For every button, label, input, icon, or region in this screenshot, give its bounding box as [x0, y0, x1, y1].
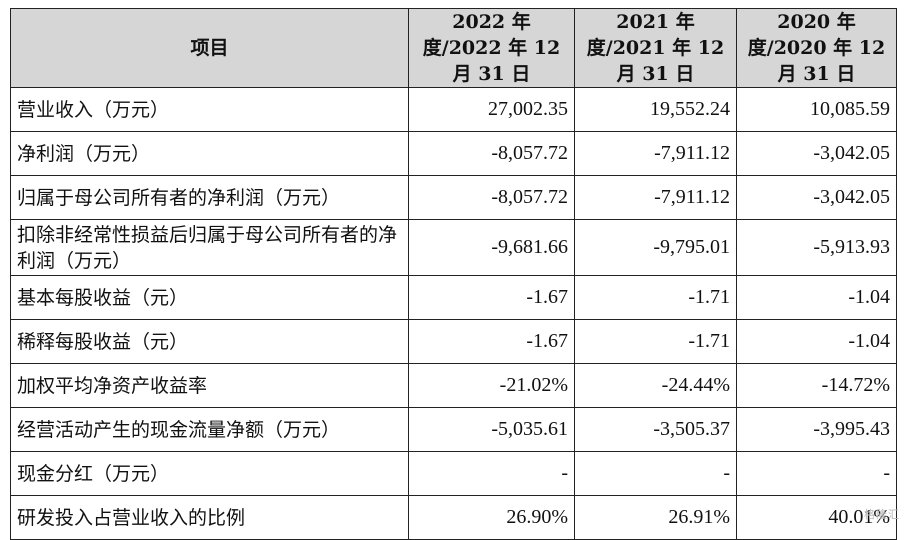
cell-2022: -8,057.72: [408, 175, 575, 220]
header-2022: 2022 年度/2022 年 12 月 31 日: [408, 8, 575, 88]
cell-2021: -3,505.37: [574, 407, 737, 452]
cell-2021: -9,795.01: [574, 219, 737, 276]
row-label: 扣除非经常性损益后归属于母公司所有者的净利润（万元）: [10, 219, 409, 276]
cell-2020: 10,085.59: [736, 87, 897, 132]
cell-2022: -21.02%: [408, 363, 575, 408]
cell-2021: 26.91%: [574, 495, 737, 540]
cell-2020: -14.72%: [736, 363, 897, 408]
table-row: 扣除非经常性损益后归属于母公司所有者的净利润（万元） -9,681.66 -9,…: [10, 219, 897, 276]
cell-2022: -: [408, 451, 575, 496]
row-label: 净利润（万元）: [10, 131, 409, 176]
header-2020: 2020 年度/2020 年 12 月 31 日: [736, 8, 897, 88]
row-label: 加权平均净资产收益率: [10, 363, 409, 408]
cell-2022: 27,002.35: [408, 87, 575, 132]
cell-2021: 19,552.24: [574, 87, 737, 132]
cell-2021: -7,911.12: [574, 131, 737, 176]
cell-2022: -8,057.72: [408, 131, 575, 176]
cell-2022: -1.67: [408, 319, 575, 364]
cell-2020: -: [736, 451, 897, 496]
cell-2021: -1.71: [574, 275, 737, 320]
watermark: 格隆汇: [864, 508, 900, 521]
table-row: 基本每股收益（元） -1.67 -1.71 -1.04: [10, 275, 897, 320]
cell-2020: -1.04: [736, 275, 897, 320]
table-row: 研发投入占营业收入的比例 26.90% 26.91% 40.01%: [10, 495, 897, 540]
cell-2020: -3,995.43: [736, 407, 897, 452]
cell-2022: -9,681.66: [408, 219, 575, 276]
financial-summary-table: 项目 2022 年度/2022 年 12 月 31 日 2021 年度/2021…: [10, 8, 897, 540]
row-label: 稀释每股收益（元）: [10, 319, 409, 364]
table-row: 加权平均净资产收益率 -21.02% -24.44% -14.72%: [10, 363, 897, 408]
table-row: 营业收入（万元） 27,002.35 19,552.24 10,085.59: [10, 87, 897, 132]
row-label: 营业收入（万元）: [10, 87, 409, 132]
header-2021: 2021 年度/2021 年 12 月 31 日: [574, 8, 737, 88]
cell-2021: -24.44%: [574, 363, 737, 408]
cell-2020: -5,913.93: [736, 219, 897, 276]
cell-2022: -5,035.61: [408, 407, 575, 452]
table-header-row: 项目 2022 年度/2022 年 12 月 31 日 2021 年度/2021…: [10, 8, 897, 88]
table-row: 净利润（万元） -8,057.72 -7,911.12 -3,042.05: [10, 131, 897, 176]
table-row: 归属于母公司所有者的净利润（万元） -8,057.72 -7,911.12 -3…: [10, 175, 897, 220]
cell-2021: -7,911.12: [574, 175, 737, 220]
table-row: 稀释每股收益（元） -1.67 -1.71 -1.04: [10, 319, 897, 364]
row-label: 现金分红（万元）: [10, 451, 409, 496]
cell-2022: -1.67: [408, 275, 575, 320]
row-label: 经营活动产生的现金流量净额（万元）: [10, 407, 409, 452]
cell-2022: 26.90%: [408, 495, 575, 540]
header-item: 项目: [10, 8, 409, 88]
cell-2020: -3,042.05: [736, 131, 897, 176]
row-label: 基本每股收益（元）: [10, 275, 409, 320]
table-row: 现金分红（万元） - - -: [10, 451, 897, 496]
row-label: 归属于母公司所有者的净利润（万元）: [10, 175, 409, 220]
cell-2021: -: [574, 451, 737, 496]
cell-2020: -1.04: [736, 319, 897, 364]
cell-2021: -1.71: [574, 319, 737, 364]
table-row: 经营活动产生的现金流量净额（万元） -5,035.61 -3,505.37 -3…: [10, 407, 897, 452]
cell-2020: -3,042.05: [736, 175, 897, 220]
row-label: 研发投入占营业收入的比例: [10, 495, 409, 540]
